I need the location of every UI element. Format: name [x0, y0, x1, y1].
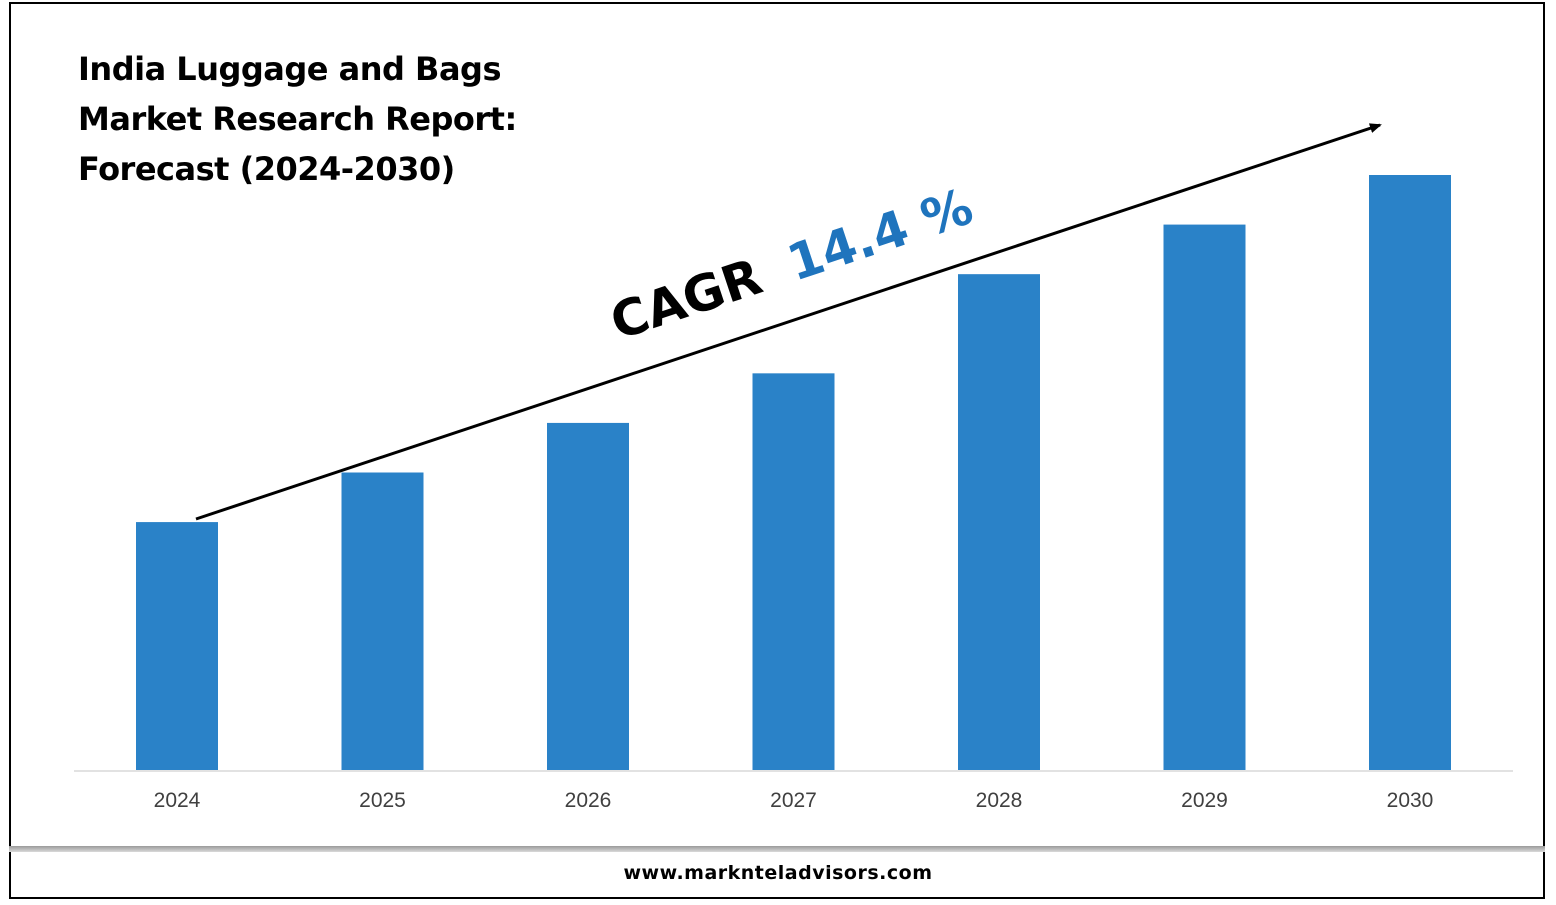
trend-arrow — [195, 123, 1382, 521]
bar-2026 — [547, 422, 629, 770]
bar-2028 — [958, 274, 1040, 770]
x-tick-2030: 2030 — [1387, 789, 1434, 812]
footer-divider — [9, 846, 1545, 852]
cagr-annotation: CAGR 14.4 % — [603, 177, 979, 351]
title-line-1: India Luggage and Bags — [78, 50, 501, 88]
bar-2025 — [341, 472, 424, 770]
cagr-value: 14.4 % — [780, 177, 979, 292]
title-line-3: Forecast (2024-2030) — [78, 150, 455, 188]
footer-url: www.marknteladvisors.com — [623, 862, 933, 884]
x-tick-2028: 2028 — [976, 789, 1023, 812]
x-tick-labels: 2024 2025 2026 2027 2028 2029 2030 — [154, 789, 1434, 812]
bar-2024 — [136, 522, 218, 770]
bar-2027 — [752, 373, 835, 770]
bars-group — [136, 175, 1451, 771]
title-line-2: Market Research Report: — [78, 100, 517, 138]
x-tick-2026: 2026 — [565, 789, 612, 812]
x-tick-2025: 2025 — [359, 789, 406, 812]
bar-2030 — [1369, 175, 1451, 770]
x-tick-2024: 2024 — [154, 789, 201, 812]
chart-title: India Luggage and Bags Market Research R… — [78, 44, 578, 194]
bar-2029 — [1163, 224, 1246, 771]
svg-text:CAGR 14.4 %: CAGR 14.4 % — [603, 177, 979, 351]
x-tick-2029: 2029 — [1181, 789, 1228, 812]
x-tick-2027: 2027 — [770, 789, 817, 812]
